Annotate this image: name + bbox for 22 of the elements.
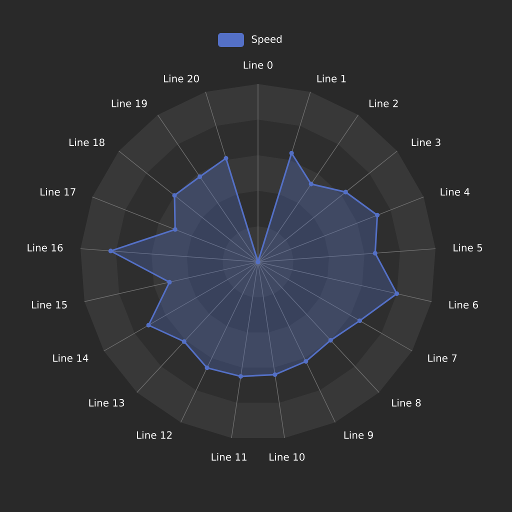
spoke-label: Line 13 <box>89 398 124 407</box>
spoke-label: Line 6 <box>449 300 478 309</box>
spoke-label: Line 9 <box>344 431 373 439</box>
spoke-label: Line 8 <box>392 398 421 407</box>
spoke-label: Line 20 <box>164 74 199 82</box>
spoke-label: Line 5 <box>454 244 482 252</box>
spoke-label: Line 16 <box>28 244 63 252</box>
spoke-label: Line 2 <box>369 99 398 108</box>
spoke-label: Line 15 <box>32 300 67 309</box>
spoke-label: Line 3 <box>412 138 440 146</box>
spoke-label: Line 4 <box>440 188 470 196</box>
spoke-label: Line 10 <box>270 453 305 461</box>
spoke-label: Line 11 <box>212 453 246 461</box>
spoke-label: Line 17 <box>40 188 76 196</box>
legend-label: Speed <box>252 35 282 45</box>
spoke-label: Line 19 <box>112 99 147 108</box>
spoke-label: Line 18 <box>70 138 104 146</box>
spoke-label: Line 12 <box>137 431 172 439</box>
spoke-label: Line 14 <box>53 354 88 362</box>
spoke-label: Line 1 <box>317 74 346 82</box>
spoke-label: Line 7 <box>428 354 457 362</box>
spoke-label: Line 0 <box>244 61 272 69</box>
